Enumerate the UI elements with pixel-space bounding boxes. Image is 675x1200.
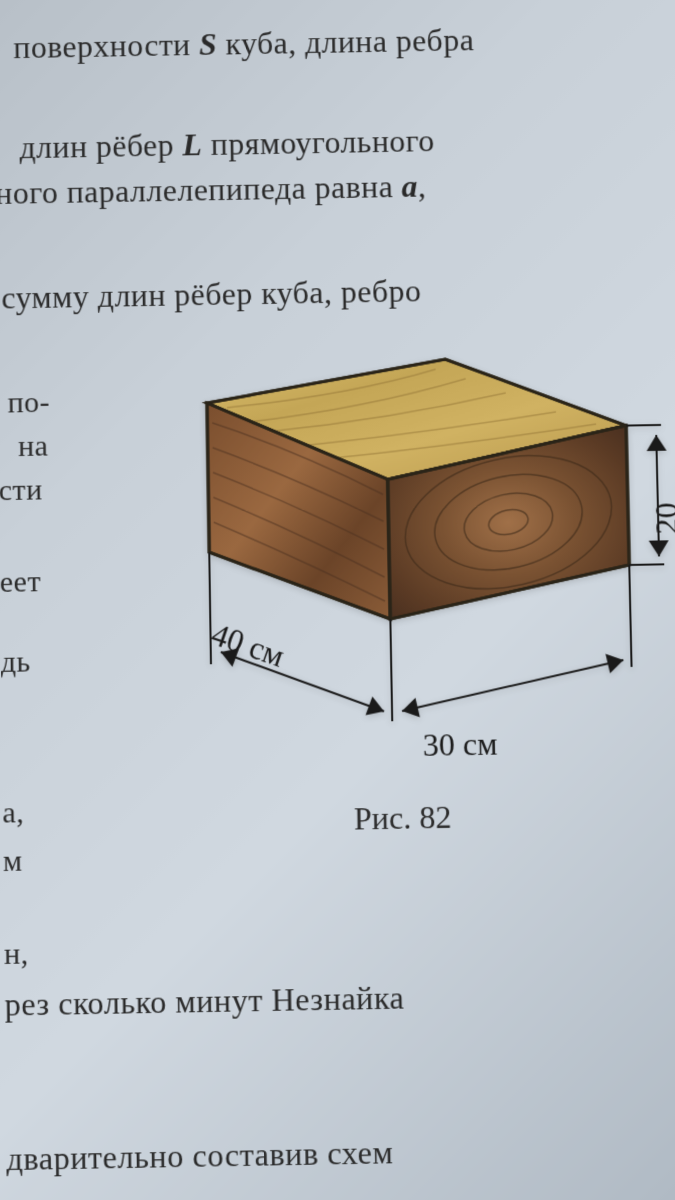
frag-7: м [3,844,23,879]
frag-5: дь [0,645,30,680]
text-line-4: рез сколько минут Незнайка [4,979,404,1024]
text-line-1: поверхности S куба, длина ребра [13,22,474,66]
ext-line-h-top [626,425,661,426]
wooden-block-diagram [87,345,675,785]
text: дварительно составив схем [6,1134,393,1177]
frag-1: по- [7,386,50,420]
text-line-2a: длин рёбер L прямоугольного [19,123,435,167]
frag-2: на [18,430,49,464]
text-line-3: сумму длин рёбер куба, ребро [1,273,422,317]
text: рез сколько минут Незнайка [4,979,404,1022]
text-line-2b: ного параллелепипеда равна a, [0,168,427,212]
text: ного параллелепипеда равна a, [0,168,427,211]
dim-width-label: 30 см [422,725,497,763]
textbook-page: поверхности S куба, длина ребра длин рёб… [0,1,675,1200]
text-line-5: дварительно составив схем [6,1134,393,1179]
text: длин рёбер L прямоугольного [19,123,435,166]
figure-82: 40 см 30 см 20 см Рис. 82 [87,346,634,795]
ext-line-mid [390,619,392,721]
ext-line-right [629,565,631,667]
frag-6: а, [2,796,24,831]
figure-caption: Рис. 82 [354,799,452,838]
text: сумму длин рёбер куба, ребро [1,273,422,316]
frag-8: н, [4,937,29,972]
ext-line-h-bot [629,564,664,565]
dim-arrow-width [401,660,624,711]
dim-height-label: 20 см [648,499,675,535]
frag-3: сти [0,473,43,508]
frag-4: еет [0,565,41,600]
dim-arrow-height [656,435,659,556]
text: поверхности S куба, длина ребра [13,22,474,65]
